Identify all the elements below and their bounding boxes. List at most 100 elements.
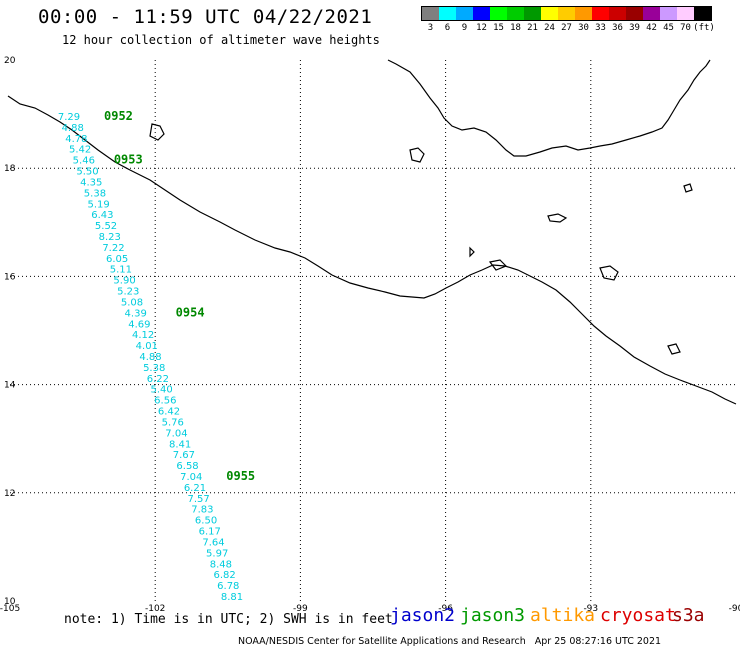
lon-tick-label: -99 [293,604,308,614]
lon-tick-label: -105 [0,604,20,614]
gulf-coastline [387,59,711,157]
legend-label: 24 [544,23,555,33]
swh-value: 6.50 [195,516,217,527]
swh-value: 6.22 [147,374,169,385]
time-label: 0954 [176,305,205,319]
swh-value: 7.83 [191,505,213,516]
swh-value: 7.04 [165,428,187,439]
swh-value: 4.39 [125,308,147,319]
swh-value: 5.11 [110,265,132,276]
legend-swatch [626,7,643,20]
legend-swatch [660,7,677,20]
legend-swatch [439,7,456,20]
swh-value: 4.01 [136,341,158,352]
swh-value: 5.40 [150,385,172,396]
coastline [7,59,737,405]
island [683,183,693,193]
altimeter-track: 7.294.884.785.425.465.504.355.385.196.43… [58,109,255,603]
legend-swatch [643,7,660,20]
legend-label: 27 [561,23,572,33]
legend-swatch [677,7,694,20]
swh-value: 8.23 [99,232,121,243]
swh-value: 5.38 [84,188,106,199]
swh-value: 7.64 [202,537,224,548]
swh-value: 6.17 [199,527,221,538]
legend-swatch [473,7,490,20]
swh-value: 4.69 [128,319,150,330]
swh-value: 5.76 [162,417,184,428]
swh-value: 6.43 [91,210,113,221]
legend-swatch [609,7,626,20]
axis-tick-labels: -105 -102 -99 -96 -93 -90 20 18 16 14 12 10 [0,56,740,614]
swh-value: 5.08 [121,297,143,308]
swh-value: 7.22 [102,243,124,254]
legend-swatch [541,7,558,20]
swh-value: 4.78 [65,134,87,145]
swh-value: 7.67 [173,450,195,461]
swh-value: 5.23 [117,287,139,298]
lat-tick-label: 18 [4,164,16,174]
swh-value: 8.41 [169,439,191,450]
map-title: 00:00 - 11:59 UTC 04/22/2021 [38,6,373,28]
swh-value: 8.81 [221,592,243,603]
swh-value: 7.04 [180,472,202,483]
swh-value: 8.48 [210,559,232,570]
swh-value: 6.05 [106,254,128,265]
swh-value: 4.88 [62,123,84,134]
swh-value: 6.82 [213,570,235,581]
swh-value: 7.29 [58,112,80,123]
legend-labels: 3 6 9 12 15 18 21 24 27 30 33 36 39 42 45 70 (ft) [421,21,715,35]
swh-value: 6.58 [176,461,198,472]
lon-tick-label: -102 [145,604,165,614]
legend-swatch [558,7,575,20]
legend-label: 21 [527,23,538,33]
legend-unit: (ft) [693,23,715,33]
footer-note: note: 1) Time is in UTC; 2) SWH is in fe… [64,612,393,627]
lat-tick-label: 12 [4,489,15,499]
swh-value: 6.78 [217,581,239,592]
legend-swatch [524,7,541,20]
swh-value: 5.97 [206,548,228,559]
satellite-name: jason2 [390,605,456,626]
legend-swatch [592,7,609,20]
time-label: 0952 [104,109,133,123]
swh-value: 5.52 [95,221,117,232]
lon-tick-label: -90 [729,604,740,614]
lat-tick-label: 10 [4,597,16,607]
legend-label: 9 [461,23,468,33]
legend-label: 15 [493,23,504,33]
swh-value: 6.56 [154,396,176,407]
color-legend: 3 6 9 12 15 18 21 24 27 30 33 36 39 42 45 70 (ft) [421,6,715,35]
legend-swatch [507,7,524,20]
island [469,246,475,258]
legend-label: 45 [663,23,674,33]
lat-tick-label: 16 [4,272,16,282]
lat-tick-label: 14 [4,381,16,391]
swh-value: 4.35 [80,177,102,188]
swh-value: 5.42 [69,145,91,156]
pacific-coastline [7,95,737,405]
legend-swatch [422,7,439,20]
swh-value: 4.88 [139,352,161,363]
map-grid [10,60,736,601]
legend-swatch [490,7,507,20]
lon-tick-label: -96 [438,604,453,614]
swh-value: 5.90 [113,276,135,287]
legend-swatch [456,7,473,20]
legend-label: 36 [612,23,623,33]
credit-line: NOAA/NESDIS Center for Satellite Applica… [238,636,662,647]
legend-label: 70 [680,23,691,33]
swh-value: 5.46 [73,156,95,167]
lon-tick-label: -93 [583,604,598,614]
legend-label: 12 [476,23,487,33]
swh-value: 5.38 [143,363,165,374]
satellite-name: s3a [672,605,705,626]
satellite-name: altika [530,605,596,626]
lat-tick-label: 20 [4,56,16,66]
legend-label: 6 [444,23,451,33]
legend-swatch [575,7,592,20]
swh-value: 4.12 [132,330,154,341]
island [599,265,619,281]
time-label: 0955 [226,469,255,483]
